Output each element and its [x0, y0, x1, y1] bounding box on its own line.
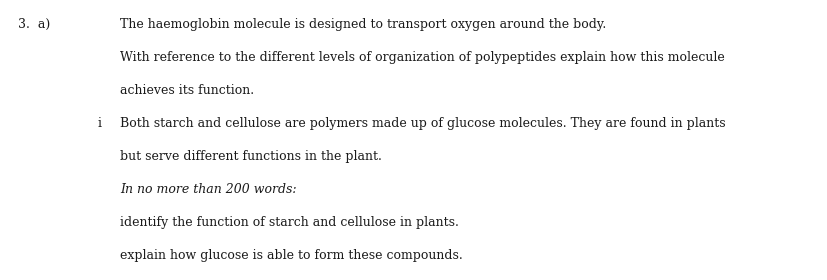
- Text: achieves its function.: achieves its function.: [120, 84, 254, 97]
- Text: With reference to the different levels of organization of polypeptides explain h: With reference to the different levels o…: [120, 51, 724, 64]
- Text: identify the function of starch and cellulose in plants.: identify the function of starch and cell…: [120, 216, 458, 229]
- Text: 3.  a): 3. a): [18, 18, 50, 31]
- Text: but serve different functions in the plant.: but serve different functions in the pla…: [120, 150, 381, 163]
- Text: i: i: [98, 117, 102, 130]
- Text: In no more than 200 words:: In no more than 200 words:: [120, 183, 296, 196]
- Text: explain how glucose is able to form these compounds.: explain how glucose is able to form thes…: [120, 249, 462, 262]
- Text: Both starch and cellulose are polymers made up of glucose molecules. They are fo: Both starch and cellulose are polymers m…: [120, 117, 724, 130]
- Text: The haemoglobin molecule is designed to transport oxygen around the body.: The haemoglobin molecule is designed to …: [120, 18, 605, 31]
